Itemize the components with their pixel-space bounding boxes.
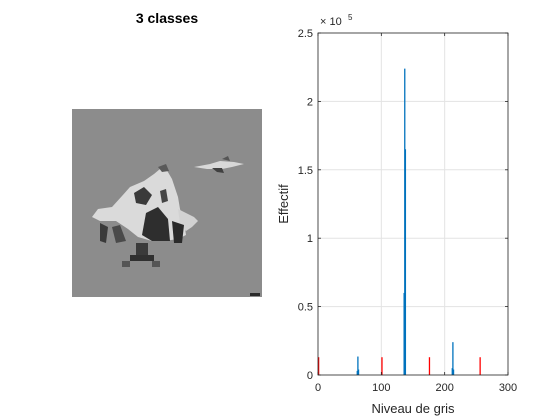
x-tick-label: 100 bbox=[372, 382, 390, 394]
y-axis-label: Effectif bbox=[276, 184, 291, 224]
axes-box bbox=[317, 32, 509, 376]
y-tick-label: 1.5 bbox=[298, 165, 313, 177]
x-axis-label: Niveau de gris bbox=[371, 401, 455, 416]
y-tick-label: 2 bbox=[307, 96, 313, 108]
y-tick-label: 2.5 bbox=[298, 28, 313, 40]
y-exponent-label: × 10 bbox=[320, 16, 342, 28]
image-title: 3 classes bbox=[135, 10, 199, 26]
y-exponent-power: 5 bbox=[348, 13, 353, 22]
y-tick-label: 0.5 bbox=[298, 302, 313, 314]
x-tick-label: 200 bbox=[435, 382, 453, 394]
y-tick-label: 0 bbox=[307, 370, 313, 382]
x-tick-label: 300 bbox=[499, 382, 517, 394]
y-tick-label: 1 bbox=[307, 233, 313, 245]
x-tick-label: 0 bbox=[315, 382, 321, 394]
plot-area bbox=[318, 33, 508, 375]
segmented-image bbox=[72, 109, 262, 297]
